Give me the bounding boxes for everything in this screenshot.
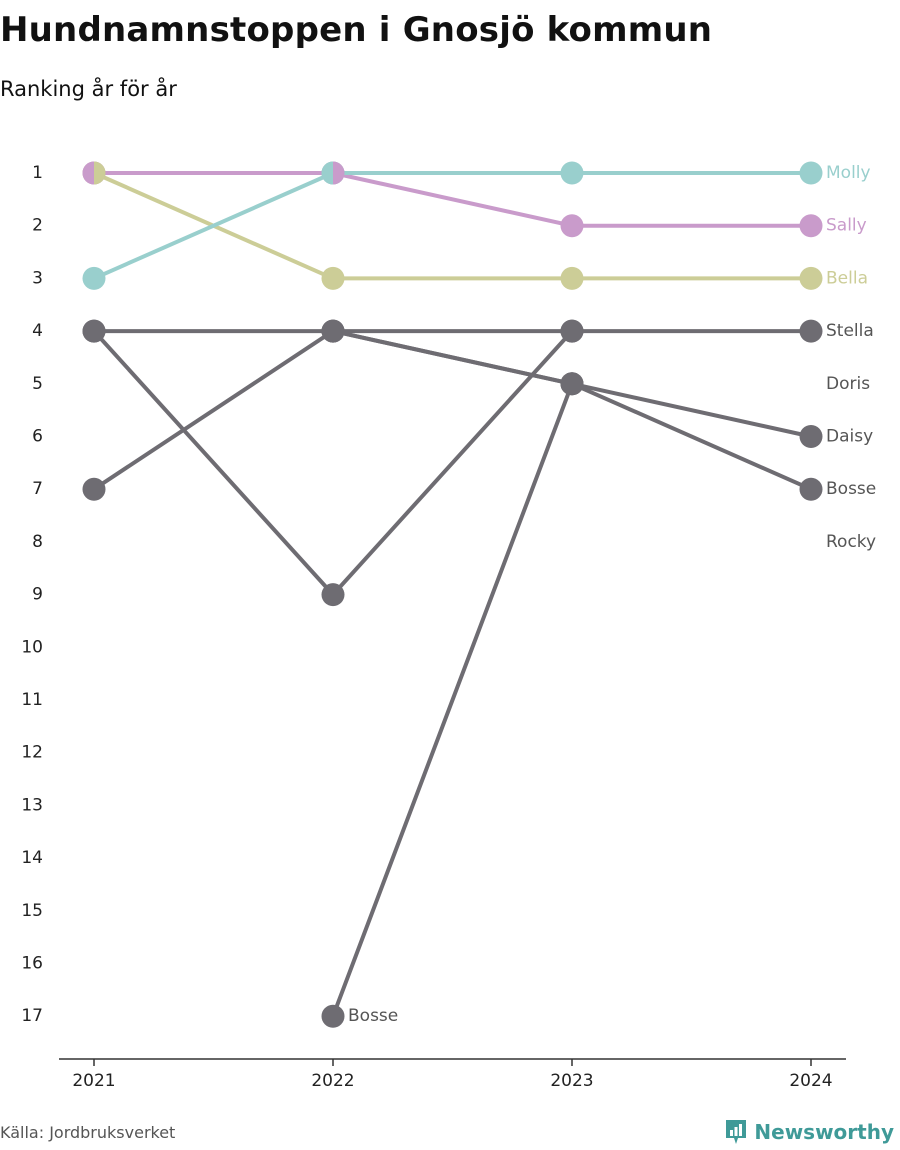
y-tick-label: 7 (32, 479, 43, 499)
y-tick-label: 11 (21, 690, 43, 710)
x-tick-label: 2024 (789, 1071, 832, 1091)
annotations: Bosse (348, 1006, 398, 1026)
series-line-molly (92, 171, 813, 281)
y-tick-label: 12 (21, 743, 43, 763)
point-sally-2023 (560, 214, 584, 238)
point-rocky-2022 (321, 583, 345, 607)
annotation-label: Bosse (348, 1006, 398, 1026)
y-tick-label: 14 (21, 848, 43, 868)
point-molly-2023 (560, 161, 584, 185)
source-note: Källa: Jordbruksverket (0, 1123, 176, 1142)
y-tick-label: 13 (21, 795, 43, 815)
point-bosse-2023 (560, 372, 584, 396)
point-sally-2024 (799, 214, 823, 238)
series-lines (92, 171, 813, 1019)
end-label-stella: Stella (826, 321, 874, 341)
series-line-stella (92, 329, 813, 492)
point-bella-2022 (321, 266, 345, 290)
y-tick-label: 5 (32, 374, 43, 394)
point-bosse-2022 (321, 1004, 345, 1028)
end-label-rocky: Rocky (826, 532, 876, 552)
brand-name: Newsworthy (754, 1120, 894, 1144)
y-tick-label: 15 (21, 901, 43, 921)
end-label-sally: Sally (826, 216, 867, 236)
series-line-sally (92, 171, 813, 228)
y-tick-label: 17 (21, 1006, 43, 1026)
newsworthy-logo-icon (726, 1120, 747, 1144)
end-labels: Molly Sally Bella Stella Doris Daisy Bosse Rock… (826, 163, 876, 552)
point-split-left (321, 161, 333, 185)
end-label-bella: Bella (826, 268, 868, 288)
page-subtitle: Ranking år för år (0, 77, 177, 101)
x-tick-label: 2023 (550, 1071, 593, 1091)
point-molly-2024 (799, 161, 823, 185)
point-split-right (94, 161, 106, 185)
y-tick-label: 9 (32, 585, 43, 605)
point-molly-2021 (82, 266, 106, 290)
end-label-doris: Doris (826, 374, 870, 394)
point-rocky-2023 (560, 319, 584, 343)
series-line-bosse (331, 381, 813, 1019)
point-bella-2024 (799, 266, 823, 290)
y-tick-label: 1 (32, 163, 43, 183)
x-axis: 2021 2022 2023 2024 (59, 1058, 846, 1091)
point-bosse-2024 (799, 477, 823, 501)
x-tick-label: 2022 (311, 1071, 354, 1091)
point-stella-2024 (799, 319, 823, 343)
point-daisy-2024 (799, 425, 823, 448)
point-split-left (82, 161, 94, 185)
series-points (82, 161, 823, 1028)
point-bella-2023 (560, 266, 584, 290)
brand[interactable]: Newsworthy (724, 1118, 894, 1146)
series-line-rocky (92, 329, 574, 597)
y-tick-label: 3 (32, 268, 43, 288)
point-daisy-2022 (321, 319, 345, 343)
y-tick-label: 2 (32, 216, 43, 236)
end-label-daisy: Daisy (826, 427, 873, 447)
y-tick-label: 16 (21, 954, 43, 974)
point-stella-2021 (82, 477, 106, 501)
x-tick-label: 2021 (72, 1071, 115, 1091)
point-rocky-2021 (82, 319, 106, 343)
end-label-bosse: Bosse (826, 479, 876, 499)
y-tick-label: 4 (32, 321, 43, 341)
y-tick-label: 6 (32, 427, 43, 447)
page-title: Hundnamnstoppen i Gnosjö kommun (0, 10, 713, 50)
end-label-molly: Molly (826, 163, 871, 183)
point-split-right (333, 161, 345, 185)
y-tick-label: 10 (21, 637, 43, 657)
y-tick-label: 8 (32, 532, 43, 552)
